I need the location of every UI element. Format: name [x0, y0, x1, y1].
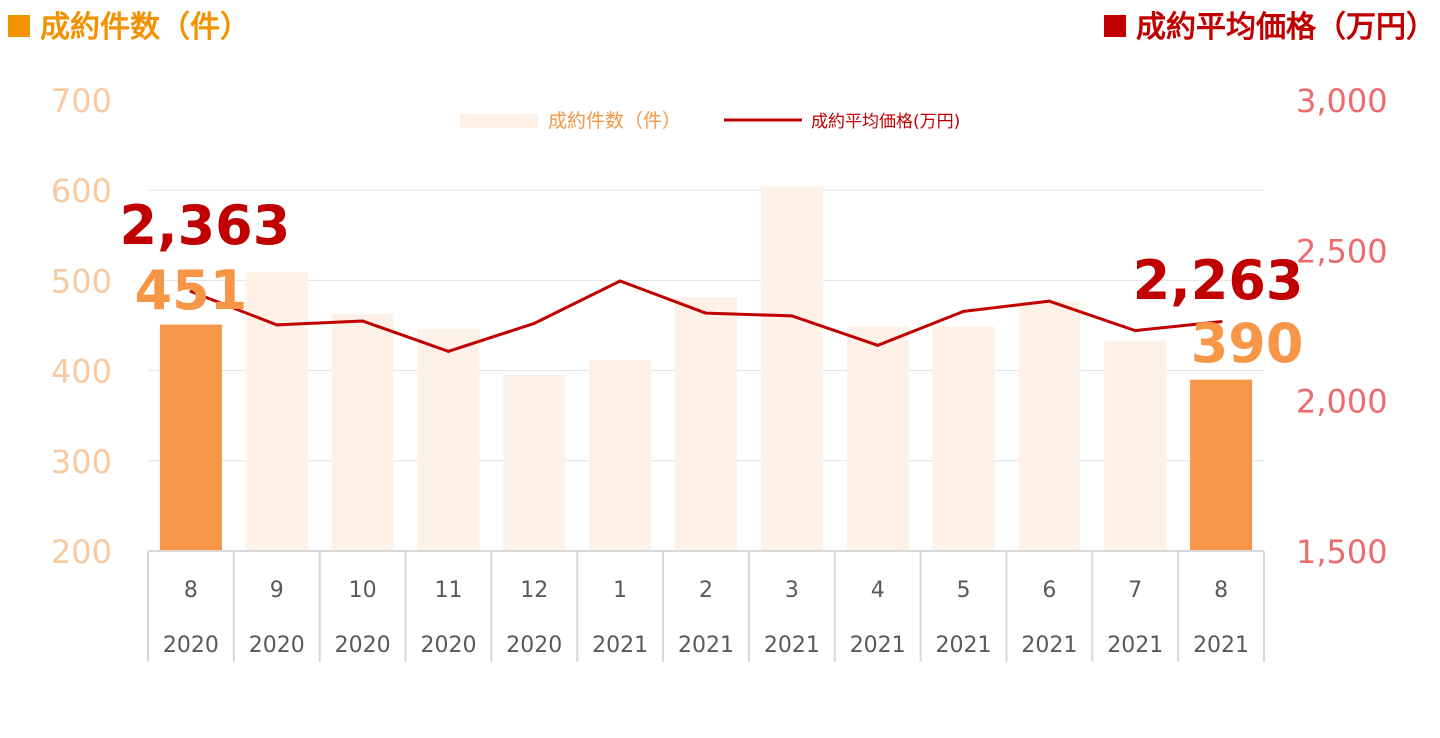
price-point [532, 321, 536, 325]
category-month-label: 3 [785, 578, 799, 603]
price-point [446, 349, 450, 353]
price-point [189, 290, 193, 294]
category-year-label: 2021 [678, 633, 734, 658]
right-axis-tick-label: 2,000 [1296, 383, 1388, 421]
line-series [189, 279, 1223, 353]
bar [1104, 340, 1167, 551]
category-year-label: 2021 [1021, 633, 1077, 658]
bar-series [159, 186, 1253, 552]
price-point [1133, 329, 1137, 333]
legend-bar-label: 成約件数（件） [548, 110, 681, 132]
price-data-label: 2,263 [1133, 249, 1304, 312]
category-month-label: 2 [699, 578, 713, 603]
category-month-label: 10 [349, 578, 377, 603]
category-year-label: 2021 [936, 633, 992, 658]
category-year-label: 2021 [1107, 633, 1163, 658]
left-axis-title-text: 成約件数（件） [40, 10, 250, 45]
category-year-label: 2020 [335, 633, 391, 658]
category-month-label: 4 [871, 578, 885, 603]
price-point [876, 343, 880, 347]
category-month-label: 7 [1128, 578, 1142, 603]
bar [417, 329, 480, 551]
right-axis-title: 成約平均価格（万円） [1104, 2, 1436, 46]
left-title-square-icon [8, 14, 30, 37]
price-point [275, 323, 279, 327]
category-year-label: 2021 [850, 633, 906, 658]
count-data-label: 390 [1191, 312, 1304, 375]
price-point [704, 311, 708, 315]
bar [932, 326, 995, 551]
left-axis-tick-label: 300 [51, 443, 112, 481]
category-year-label: 2020 [163, 633, 219, 658]
bar [589, 359, 652, 551]
category-month-label: 1 [613, 578, 627, 603]
left-axis-tick-label: 700 [51, 82, 112, 120]
category-year-label: 2020 [249, 633, 305, 658]
left-axis-tick-label: 400 [51, 353, 112, 391]
count-data-label: 451 [135, 259, 248, 322]
bar [331, 313, 394, 551]
bar [760, 186, 823, 552]
bar [245, 272, 308, 551]
category-year-label: 2020 [420, 633, 476, 658]
category-month-label: 12 [520, 578, 548, 603]
left-axis-tick-label: 200 [51, 533, 112, 571]
left-axis-tick-label: 500 [51, 262, 112, 300]
bar [159, 324, 222, 551]
price-point [361, 319, 365, 323]
axes: 200 300 400 500 600 700 1,500 2,000 2,500 3,000 8 2… [51, 82, 1388, 662]
right-title-square-icon [1104, 14, 1126, 37]
bar [675, 297, 737, 551]
category-year-label: 2021 [1193, 633, 1249, 658]
category-month-label: 8 [1214, 578, 1228, 603]
price-point [618, 279, 622, 283]
category-month-label: 11 [434, 578, 462, 603]
legend-line-label: 成約平均価格(万円) [811, 112, 960, 132]
price-data-label: 2,363 [120, 194, 291, 257]
right-axis-tick-label: 3,000 [1296, 82, 1388, 120]
bar [503, 375, 566, 551]
left-axis-tick-label: 600 [51, 172, 112, 210]
right-axis-tick-label: 2,500 [1296, 232, 1388, 270]
category-year-label: 2021 [764, 633, 820, 658]
right-axis-tick-label: 1,500 [1296, 533, 1388, 571]
bar [1018, 301, 1081, 551]
legend-bar-swatch [460, 114, 538, 128]
left-axis-title: 成約件数（件） [8, 2, 250, 46]
price-point [962, 309, 966, 313]
category-month-label: 6 [1042, 578, 1056, 603]
bar [846, 326, 909, 551]
category-month-label: 5 [957, 578, 971, 603]
price-point [790, 314, 794, 318]
bar [1190, 379, 1253, 551]
price-point [1047, 299, 1051, 303]
category-month-label: 8 [184, 578, 198, 603]
category-year-label: 2021 [592, 633, 648, 658]
right-axis-title-text: 成約平均価格（万円） [1136, 10, 1436, 45]
legend: 成約件数（件） 成約平均価格(万円) [460, 110, 960, 132]
category-year-label: 2020 [506, 633, 562, 658]
category-month-label: 9 [270, 578, 284, 603]
price-point [1219, 320, 1223, 324]
